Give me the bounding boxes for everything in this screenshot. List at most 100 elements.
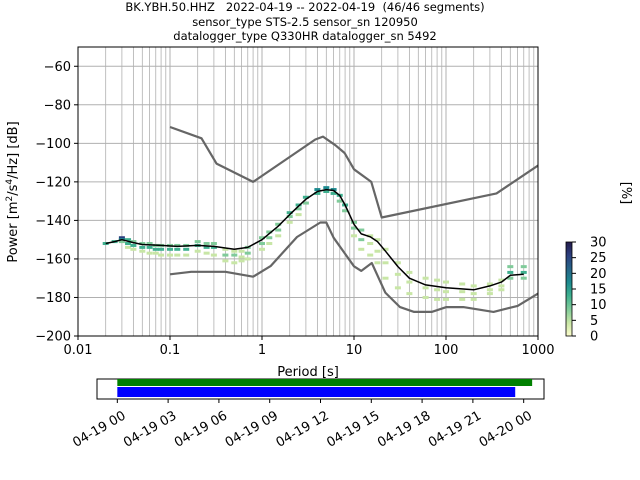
histogram-cell [486, 282, 493, 286]
histogram-cell [266, 242, 273, 246]
colorbar-tick-label: 5 [590, 314, 598, 329]
histogram-cell [486, 292, 493, 296]
histogram-cell [222, 259, 229, 263]
histogram-cell [203, 251, 210, 255]
histogram-cell [351, 226, 357, 230]
histogram-cell [139, 249, 146, 253]
colorbar-tick-label: 0 [590, 330, 598, 345]
histogram-cell [275, 222, 282, 226]
histogram-cell [422, 286, 429, 290]
histogram-cell [174, 247, 181, 251]
histogram-cell [167, 253, 173, 257]
x-tick-label: 0.1 [160, 343, 181, 358]
histogram-cell [125, 238, 132, 242]
x-tick-label: 100 [434, 343, 459, 358]
histogram-cell [394, 272, 401, 276]
colorbar-tick-label: 10 [590, 298, 607, 313]
colorbar-tick-label: 15 [590, 283, 607, 298]
mean-curve [105, 188, 524, 291]
histogram-cell [434, 288, 441, 292]
histogram-cell [314, 188, 321, 192]
histogram-cell [498, 288, 505, 292]
histogram-cell [498, 284, 505, 288]
y-tick-label: −80 [44, 98, 71, 113]
histogram-cell [146, 245, 153, 249]
histogram-cell [266, 230, 273, 234]
histogram-cell [183, 247, 190, 251]
histogram-cell [286, 220, 293, 224]
histogram-cell [486, 288, 493, 292]
y-tick-label: −160 [35, 252, 71, 267]
colorbar-tick-label: 25 [590, 251, 607, 266]
histogram-cell [238, 249, 245, 253]
histogram-cell [210, 245, 217, 249]
x-tick-label: 10 [346, 343, 363, 358]
histogram-cell [323, 186, 330, 190]
histogram-cell [394, 261, 401, 265]
histogram-cell [203, 242, 210, 246]
histogram-cell [102, 242, 109, 246]
histogram-cell [118, 236, 125, 240]
histogram-cell [130, 240, 137, 244]
histogram-cell [130, 243, 137, 247]
histogram-cell [130, 247, 137, 251]
coverage-tick-label: 04-20 00 [477, 408, 535, 450]
y-tick-label: −180 [35, 291, 71, 306]
histogram-cell [374, 238, 381, 242]
histogram-cell [358, 228, 365, 232]
histogram-cell [507, 276, 514, 280]
histogram-cell [118, 240, 125, 244]
histogram-cell [443, 280, 449, 284]
coverage-tick-label: 04-19 09 [223, 408, 281, 450]
histogram-cell [244, 257, 251, 261]
histogram-cell [286, 215, 293, 219]
y-tick-label: −120 [35, 175, 71, 190]
histogram-cell [259, 242, 265, 246]
histogram-cell [125, 242, 132, 246]
y-tick-label: −60 [44, 60, 71, 75]
histogram-cell [295, 213, 302, 217]
histogram-cell [406, 292, 413, 296]
histogram-cell [302, 201, 309, 205]
nlnm-curve [169, 221, 538, 313]
histogram-cell [507, 265, 514, 269]
colorbar-gradient [565, 241, 573, 337]
histogram-cell [382, 261, 389, 265]
histogram-cell [275, 234, 282, 238]
histogram-cell [470, 297, 477, 301]
coverage-bar-data [117, 379, 533, 386]
histogram-cell [394, 286, 401, 290]
histogram-cell [231, 261, 238, 265]
ppsd-histogram [102, 186, 527, 301]
x-tick-label: 1000 [521, 343, 554, 358]
histogram-cell [422, 295, 429, 299]
histogram-cell [194, 249, 201, 253]
colorbar-label: [%] [618, 182, 633, 205]
coverage-tick-label: 04-19 15 [324, 408, 382, 450]
histogram-cell [167, 247, 173, 251]
histogram-cell [406, 270, 413, 274]
coverage-tick-label: 04-19 03 [121, 408, 179, 450]
title-line-station: BK.YBH.50.HHZ 2022-04-19 -- 2022-04-19 (… [125, 0, 485, 14]
histogram-cell [358, 247, 365, 251]
histogram-cell [259, 236, 265, 240]
histogram-cell [231, 249, 238, 253]
colorbar-tick-label: 30 [590, 236, 607, 251]
histogram-cell [342, 209, 349, 213]
histogram-cell [330, 191, 337, 195]
histogram-cell [295, 207, 302, 211]
x-tick-label: 1 [258, 343, 266, 358]
histogram-cell [139, 245, 146, 249]
histogram-cell [406, 280, 413, 284]
y-tick-label: −200 [35, 330, 71, 345]
histogram-cell [266, 236, 273, 240]
histogram-cell [259, 247, 265, 251]
histogram-cell [210, 253, 217, 257]
histogram-cell [336, 199, 343, 203]
histogram-cell [367, 234, 374, 238]
histogram-cell [443, 290, 449, 294]
histogram-cell [470, 292, 477, 296]
